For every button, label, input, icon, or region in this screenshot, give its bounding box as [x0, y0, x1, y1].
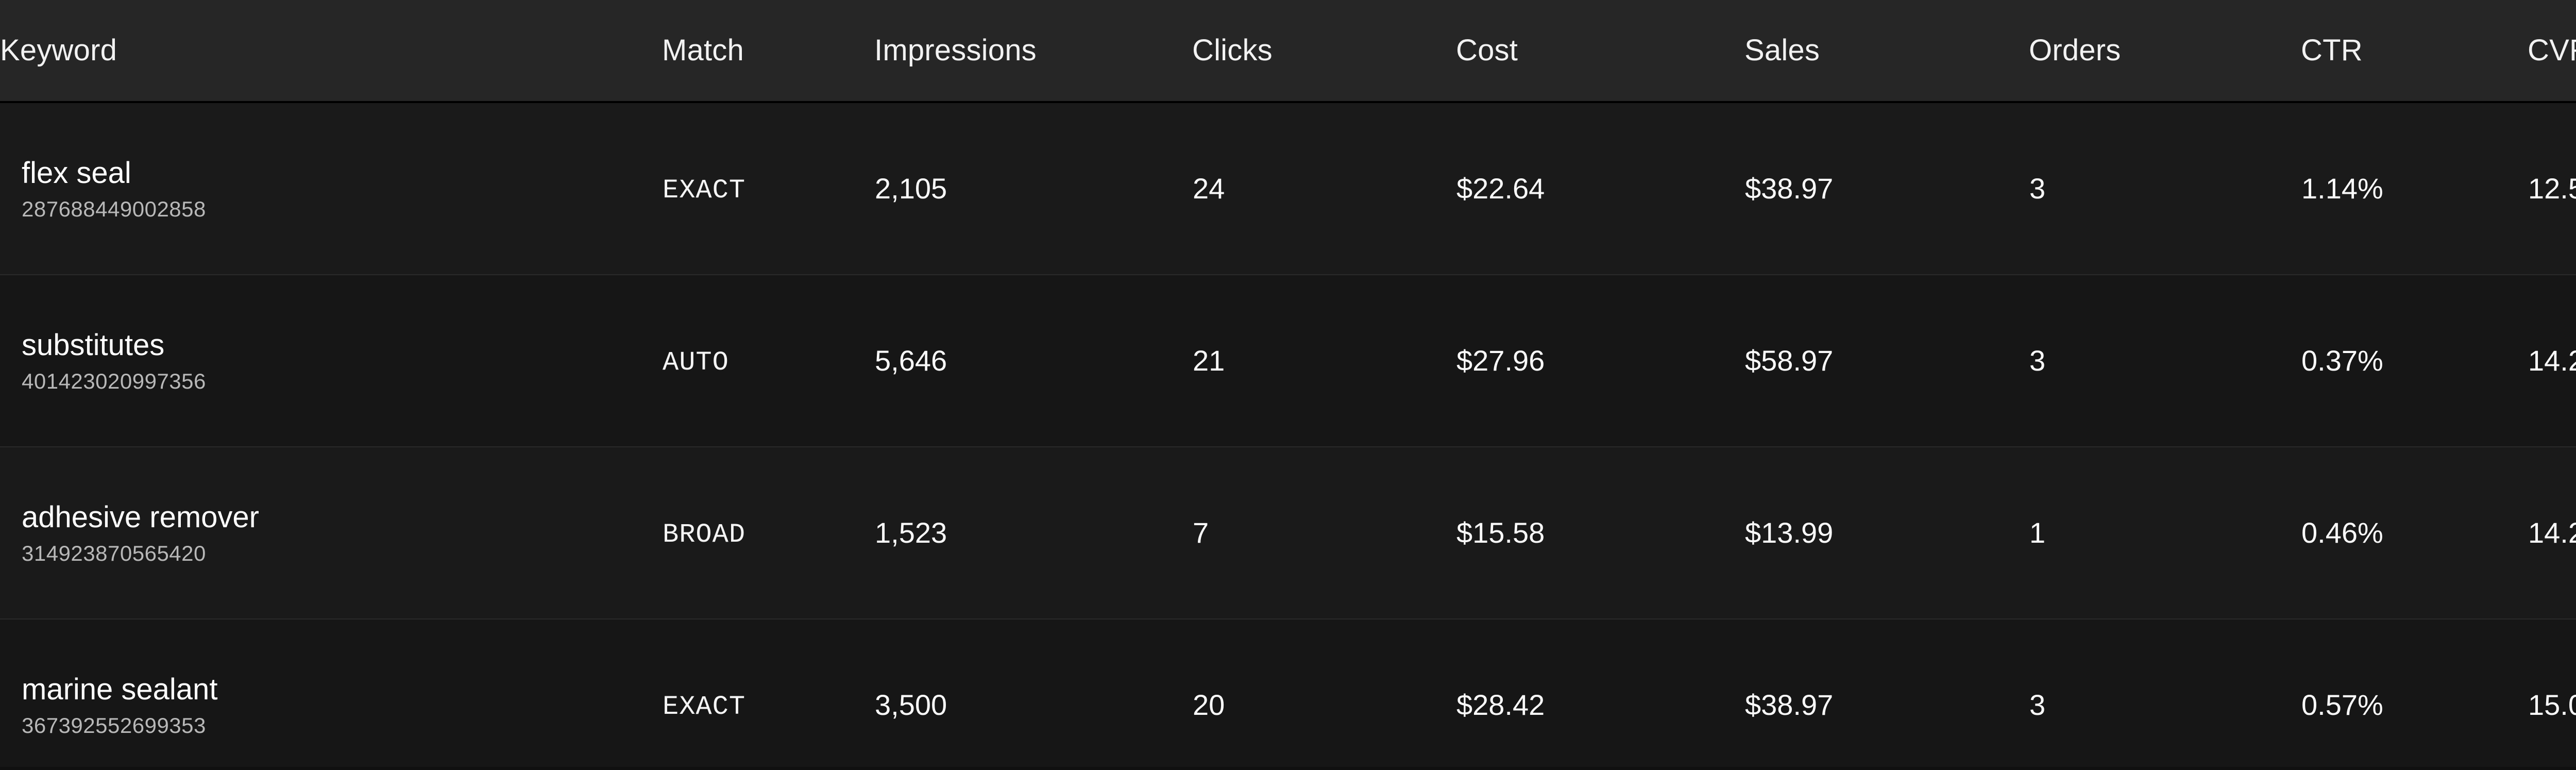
- cell-cost: $28.42: [1456, 688, 1545, 721]
- match-type-badge: BROAD: [663, 520, 746, 550]
- keyword-name: adhesive remover: [22, 500, 259, 534]
- keyword-id: 287688449002858: [22, 197, 206, 222]
- keyword-name: flex seal: [22, 156, 131, 190]
- column-header-orders[interactable]: Orders: [2029, 0, 2301, 103]
- cell-keyword[interactable]: substitutes 401423020997356: [0, 275, 662, 447]
- column-header-impressions[interactable]: Impressions: [874, 0, 1192, 103]
- match-type-badge: AUTO: [663, 347, 729, 378]
- cell-impressions: 2,105: [875, 172, 947, 205]
- cell-orders: 1: [2029, 516, 2046, 549]
- cell-match: EXACT: [662, 102, 874, 275]
- table-body: flex seal 287688449002858 EXACT 2,105 24…: [0, 102, 2576, 770]
- column-header-match[interactable]: Match: [662, 0, 874, 103]
- cell-orders: 3: [2029, 688, 2046, 721]
- keyword-id: 401423020997356: [22, 369, 206, 394]
- keyword-name: marine sealant: [22, 672, 218, 706]
- cell-sales: $38.97: [1745, 688, 1834, 721]
- cell-ctr: 0.46%: [2301, 516, 2383, 549]
- cell-match: EXACT: [662, 619, 874, 770]
- match-type-badge: EXACT: [663, 175, 746, 206]
- cell-keyword[interactable]: adhesive remover 314923870565420: [0, 447, 662, 619]
- cell-match: AUTO: [662, 275, 874, 447]
- cell-cvr: 14.29%: [2528, 516, 2576, 549]
- column-header-keyword[interactable]: Keyword: [0, 0, 662, 103]
- cell-orders: 3: [2029, 344, 2046, 377]
- keyword-name: substitutes: [22, 328, 165, 362]
- cell-keyword[interactable]: flex seal 287688449002858: [0, 102, 662, 275]
- cell-ctr: 0.37%: [2301, 344, 2383, 377]
- cell-ctr: 1.14%: [2301, 172, 2383, 205]
- cell-cost: $22.64: [1456, 172, 1545, 205]
- table-row[interactable]: flex seal 287688449002858 EXACT 2,105 24…: [0, 102, 2576, 275]
- keyword-id: 314923870565420: [22, 541, 206, 566]
- cell-sales: $58.97: [1745, 344, 1834, 377]
- cell-clicks: 21: [1193, 344, 1225, 377]
- cell-cvr: 15.00%: [2528, 688, 2576, 721]
- column-header-sales[interactable]: Sales: [1744, 0, 2029, 103]
- cell-impressions: 3,500: [875, 688, 947, 721]
- column-header-clicks[interactable]: Clicks: [1192, 0, 1456, 103]
- table-header-row: Keyword Match Impressions Clicks Cost Sa…: [0, 0, 2576, 103]
- cell-sales: $38.97: [1745, 172, 1834, 205]
- cell-cvr: 14.29%: [2528, 344, 2576, 377]
- cell-impressions: 1,523: [875, 516, 947, 549]
- cell-sales: $13.99: [1745, 516, 1834, 549]
- cell-clicks: 20: [1193, 688, 1225, 721]
- cell-orders: 3: [2029, 172, 2046, 205]
- table-row[interactable]: substitutes 401423020997356 AUTO 5,646 2…: [0, 275, 2576, 447]
- cell-keyword[interactable]: marine sealant 367392552699353: [0, 619, 662, 770]
- table-bottom-edge: [0, 767, 2576, 770]
- cell-match: BROAD: [662, 447, 874, 619]
- column-header-cost[interactable]: Cost: [1456, 0, 1744, 103]
- table-header: Keyword Match Impressions Clicks Cost Sa…: [0, 0, 2576, 103]
- cell-cvr: 12.50%: [2528, 172, 2576, 205]
- cell-cost: $27.96: [1456, 344, 1545, 377]
- cell-ctr: 0.57%: [2301, 688, 2383, 721]
- keyword-id: 367392552699353: [22, 713, 206, 738]
- match-type-badge: EXACT: [663, 692, 746, 723]
- column-header-cvr[interactable]: CVR: [2528, 0, 2576, 103]
- cell-clicks: 7: [1193, 516, 1209, 549]
- table-row[interactable]: adhesive remover 314923870565420 BROAD 1…: [0, 447, 2576, 619]
- table-row[interactable]: marine sealant 367392552699353 EXACT 3,5…: [0, 619, 2576, 770]
- cell-clicks: 24: [1193, 172, 1225, 205]
- cell-impressions: 5,646: [875, 344, 947, 377]
- cell-cost: $15.58: [1456, 516, 1545, 549]
- column-header-ctr[interactable]: CTR: [2301, 0, 2528, 103]
